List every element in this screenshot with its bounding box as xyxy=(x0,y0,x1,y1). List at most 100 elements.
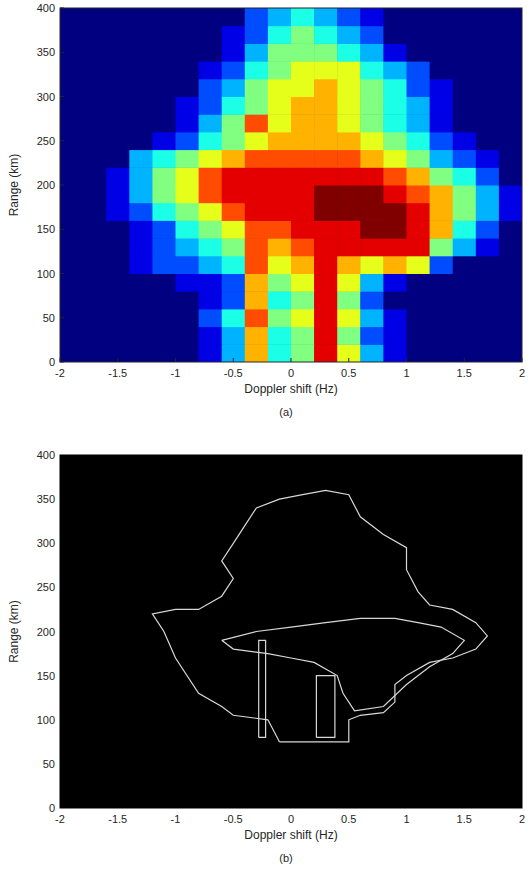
heat-cell xyxy=(337,167,361,185)
heat-cell xyxy=(106,203,130,221)
heat-cell xyxy=(152,79,176,97)
heat-cell xyxy=(407,309,431,327)
heat-cell xyxy=(268,309,292,327)
heat-cell xyxy=(176,150,200,168)
heat-cell xyxy=(476,114,500,132)
heat-cell xyxy=(291,97,315,115)
heat-cell xyxy=(222,220,246,238)
heat-cell xyxy=(291,132,315,150)
x-tick-label: 0.5 xyxy=(341,813,356,825)
heat-cell xyxy=(222,291,246,309)
heat-cell xyxy=(360,274,384,292)
heat-cell xyxy=(291,61,315,79)
heat-cell xyxy=(314,114,338,132)
heat-cell xyxy=(268,220,292,238)
heat-cell xyxy=(199,203,223,221)
heat-cell xyxy=(476,185,500,203)
y-tick-label: 100 xyxy=(37,714,55,726)
heat-cell xyxy=(476,291,500,309)
heat-cell xyxy=(314,8,338,26)
heat-cell xyxy=(453,344,477,362)
heat-cell xyxy=(314,291,338,309)
heat-cell xyxy=(268,291,292,309)
figure: -2-1.5-1-0.500.511.520501001502002503003… xyxy=(0,0,531,887)
heat-cell xyxy=(430,309,454,327)
heat-cell xyxy=(453,238,477,256)
heat-cell xyxy=(199,256,223,274)
heat-cell xyxy=(176,114,200,132)
x-tick xyxy=(233,358,234,362)
heat-cell xyxy=(383,114,407,132)
x-tick xyxy=(117,358,118,362)
heat-cell xyxy=(314,256,338,274)
heat-cell xyxy=(383,309,407,327)
heat-cell xyxy=(337,203,361,221)
heat-cell xyxy=(199,132,223,150)
y-tick xyxy=(60,273,64,274)
y-tick xyxy=(60,362,64,363)
heat-cell xyxy=(499,61,522,79)
heat-cell xyxy=(383,8,407,26)
heat-cell xyxy=(176,309,200,327)
heat-cell xyxy=(430,8,454,26)
x-tick-label: 0 xyxy=(288,367,294,379)
heat-cell xyxy=(106,132,130,150)
heat-cell xyxy=(152,167,176,185)
heat-cell xyxy=(430,256,454,274)
x-tick-label: -0.5 xyxy=(224,813,243,825)
heat-cell xyxy=(83,344,107,362)
heat-cell xyxy=(476,274,500,292)
heat-cell xyxy=(222,167,246,185)
heat-cell xyxy=(129,79,153,97)
heat-cell xyxy=(152,61,176,79)
axes-frame xyxy=(60,455,522,808)
heat-cell xyxy=(291,291,315,309)
heat-cell xyxy=(129,132,153,150)
heat-cell xyxy=(407,291,431,309)
heat-cell xyxy=(199,43,223,61)
heat-cell xyxy=(291,344,315,362)
heat-cell xyxy=(60,309,84,327)
heat-cell xyxy=(407,238,431,256)
y-tick xyxy=(60,229,64,230)
heat-cell xyxy=(383,327,407,345)
heat-cell xyxy=(499,256,522,274)
heat-cell xyxy=(453,97,477,115)
heat-cell xyxy=(360,97,384,115)
heat-cell xyxy=(83,26,107,44)
heat-cell xyxy=(499,26,522,44)
heat-cell xyxy=(129,61,153,79)
heat-cell xyxy=(129,43,153,61)
heat-cell xyxy=(222,344,246,362)
heat-cell xyxy=(176,43,200,61)
heat-cell xyxy=(106,79,130,97)
heat-cell xyxy=(453,256,477,274)
heat-cell xyxy=(268,185,292,203)
heat-cell xyxy=(268,327,292,345)
heat-cell xyxy=(129,291,153,309)
heat-cell xyxy=(83,114,107,132)
heat-cell xyxy=(476,327,500,345)
heat-cell xyxy=(291,220,315,238)
heat-cell xyxy=(360,327,384,345)
heat-cell xyxy=(337,274,361,292)
heat-cell xyxy=(383,238,407,256)
x-tick xyxy=(175,358,176,362)
heat-cell xyxy=(83,79,107,97)
heat-cell xyxy=(129,97,153,115)
heat-cell xyxy=(314,26,338,44)
heat-cell xyxy=(60,344,84,362)
heat-cell xyxy=(268,150,292,168)
heat-cell xyxy=(60,238,84,256)
heat-cell xyxy=(268,26,292,44)
heat-cell xyxy=(222,26,246,44)
heat-cell xyxy=(199,79,223,97)
heat-cell xyxy=(60,274,84,292)
heat-cell xyxy=(453,150,477,168)
heat-cell xyxy=(360,26,384,44)
x-axis-title: Doppler shift (Hz) xyxy=(244,382,337,396)
x-tick-label: -1 xyxy=(171,813,181,825)
heat-cell xyxy=(199,220,223,238)
heat-cell xyxy=(337,43,361,61)
heat-cell xyxy=(152,114,176,132)
